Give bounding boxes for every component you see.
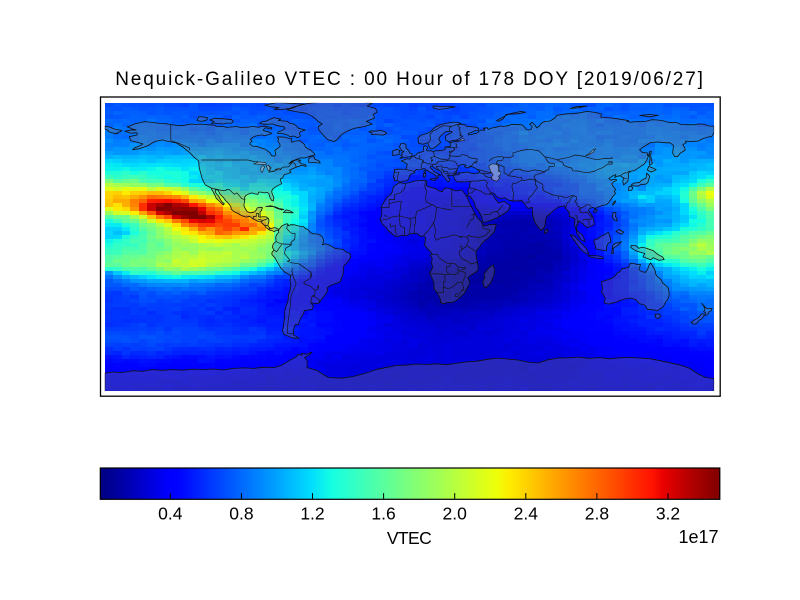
svg-text:2.4: 2.4: [514, 503, 539, 523]
svg-text:2.8: 2.8: [585, 503, 609, 523]
svg-text:1.2: 1.2: [300, 503, 324, 523]
svg-text:2.0: 2.0: [443, 503, 468, 523]
svg-text:1e17: 1e17: [678, 527, 718, 547]
svg-text:1.6: 1.6: [371, 503, 395, 523]
svg-text:VTEC: VTEC: [387, 528, 431, 548]
svg-text:3.2: 3.2: [656, 503, 680, 523]
svg-text:Nequick-Galileo VTEC : 00 Hour: Nequick-Galileo VTEC : 00 Hour of 178 DO…: [115, 69, 705, 90]
svg-text:0.8: 0.8: [229, 503, 253, 523]
svg-text:0.4: 0.4: [158, 503, 183, 523]
